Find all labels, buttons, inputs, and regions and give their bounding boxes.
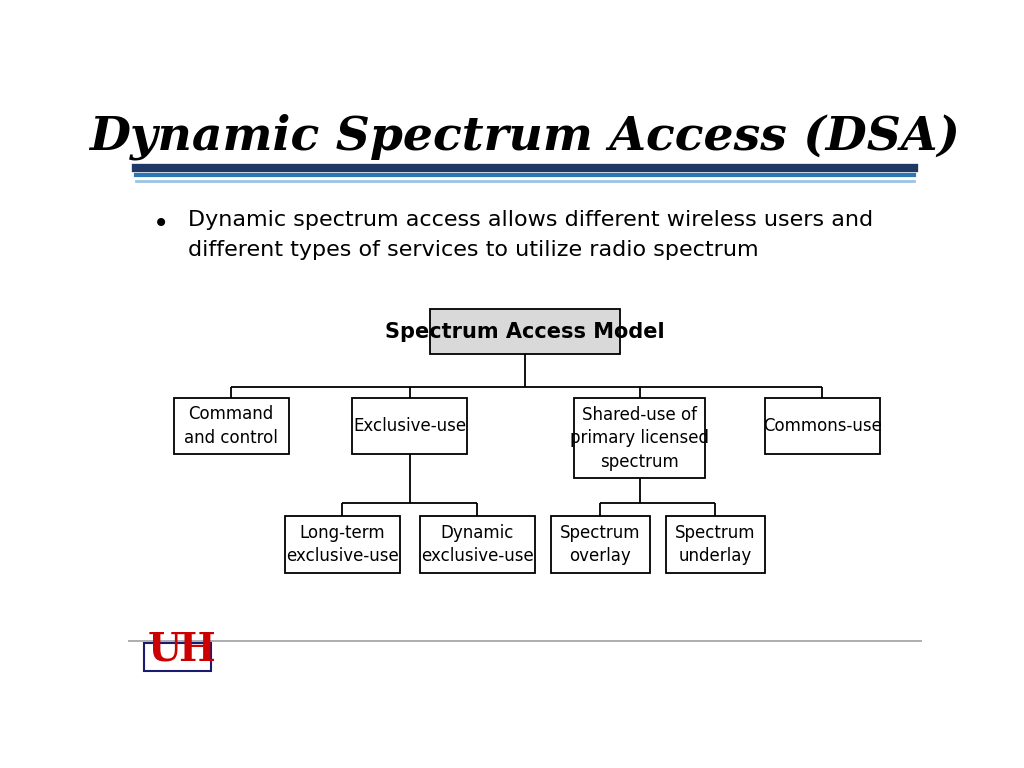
- FancyBboxPatch shape: [174, 398, 289, 455]
- FancyBboxPatch shape: [765, 398, 880, 455]
- Text: •: •: [154, 210, 169, 238]
- FancyBboxPatch shape: [352, 398, 467, 455]
- Text: Exclusive-use: Exclusive-use: [353, 417, 466, 435]
- Text: Dynamic spectrum access allows different wireless users and
different types of s: Dynamic spectrum access allows different…: [187, 210, 872, 260]
- Text: Long-term
exclusive-use: Long-term exclusive-use: [286, 524, 398, 565]
- FancyBboxPatch shape: [551, 516, 650, 573]
- Text: Spectrum Access Model: Spectrum Access Model: [385, 322, 665, 342]
- FancyBboxPatch shape: [285, 516, 399, 573]
- Text: Command
and control: Command and control: [184, 406, 279, 447]
- Text: U: U: [147, 631, 182, 669]
- Text: Spectrum
underlay: Spectrum underlay: [675, 524, 756, 565]
- Text: Spectrum
overlay: Spectrum overlay: [560, 524, 640, 565]
- Text: H: H: [178, 631, 215, 669]
- Text: Dynamic
exclusive-use: Dynamic exclusive-use: [421, 524, 534, 565]
- FancyBboxPatch shape: [666, 516, 765, 573]
- Text: Commons-use: Commons-use: [763, 417, 882, 435]
- FancyBboxPatch shape: [420, 516, 535, 573]
- FancyBboxPatch shape: [430, 310, 620, 354]
- FancyBboxPatch shape: [574, 398, 706, 478]
- Text: Shared-use of
primary licensed
spectrum: Shared-use of primary licensed spectrum: [570, 406, 710, 471]
- Text: Dynamic Spectrum Access (DSA): Dynamic Spectrum Access (DSA): [89, 114, 961, 161]
